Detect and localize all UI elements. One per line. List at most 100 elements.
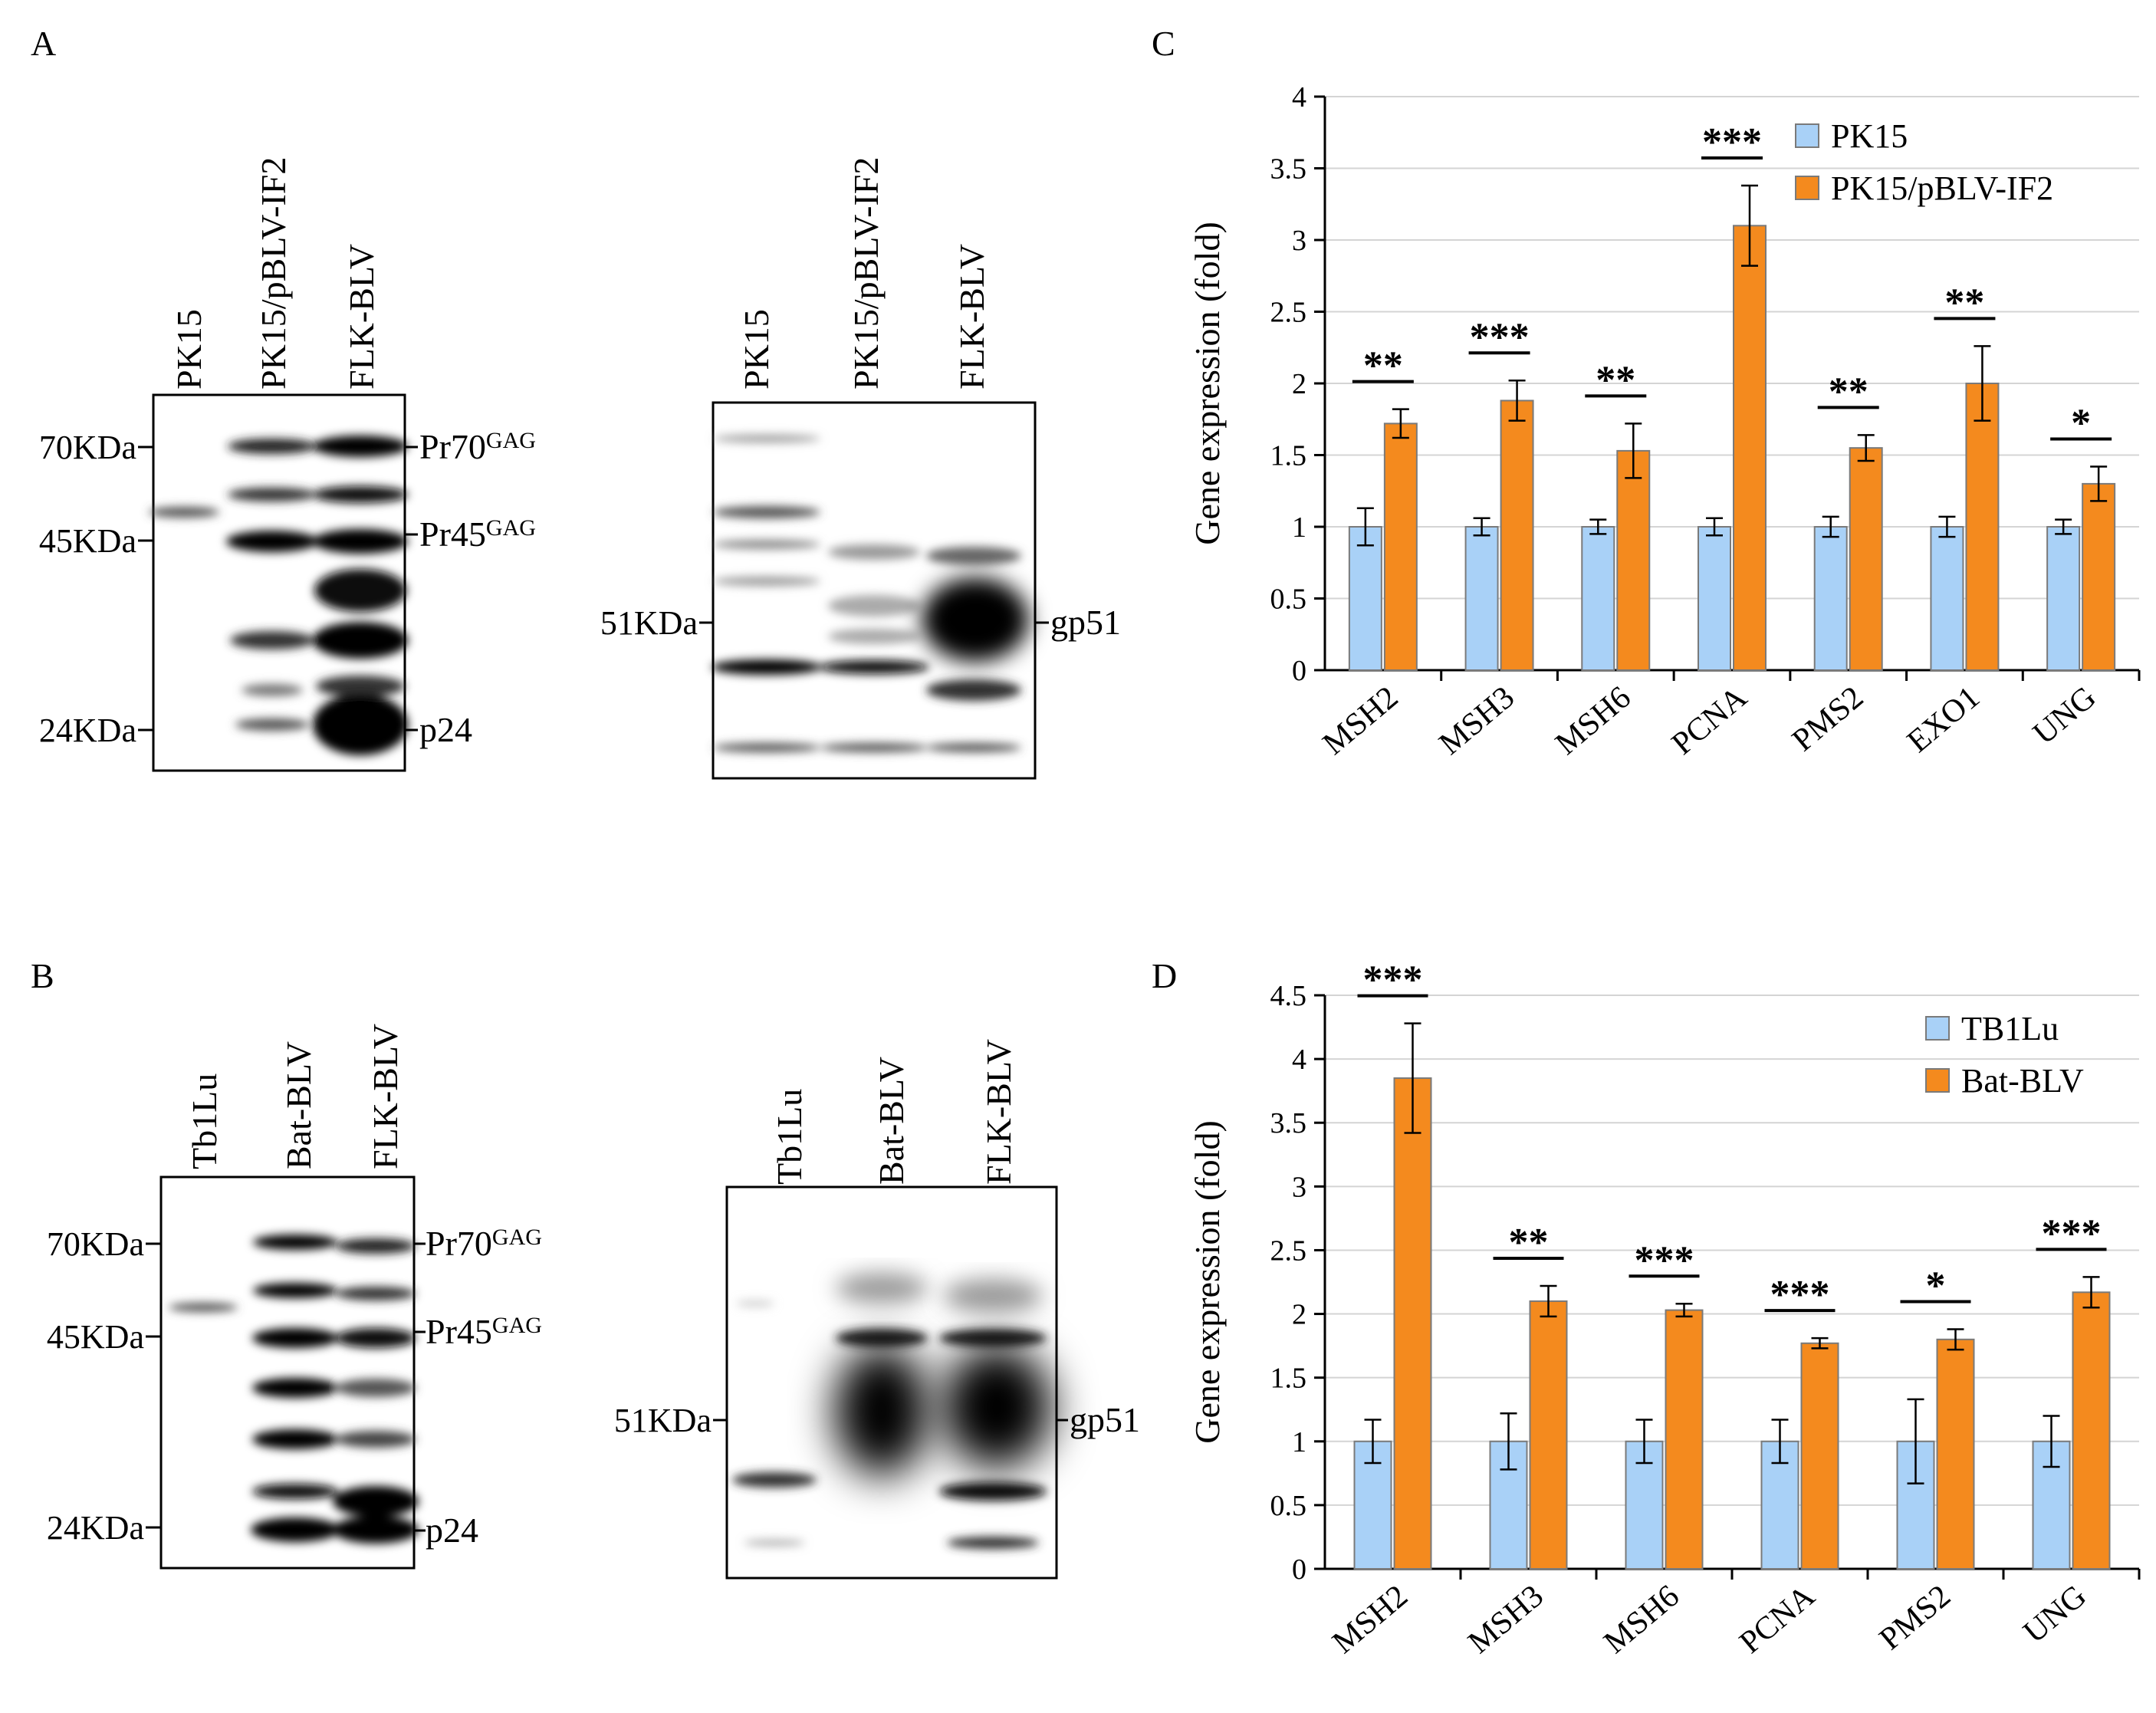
y-tick-label: 1 [1292, 511, 1306, 544]
x-tick-label: MSH3 [1433, 679, 1521, 761]
panel-a: A PK15 PK15/pBLV-IF2 FLK-BLV [31, 24, 1121, 780]
significance-marker: ** [1944, 281, 1984, 324]
significance-marker: *** [1363, 958, 1423, 1002]
y-tick-label: 2 [1292, 368, 1306, 400]
marker-51kda-a: 51KDa [600, 604, 698, 642]
panel-letter-a: A [31, 24, 56, 63]
legend-label: TB1Lu [1961, 1010, 2059, 1047]
bar-treated [2072, 1291, 2111, 1570]
lane-label-flk-blv-gp51: FLK-BLV [952, 244, 991, 390]
significance-marker: *** [1770, 1273, 1830, 1317]
bar-treated [1800, 1342, 1839, 1570]
lane-label-flk-blv: FLK-BLV [342, 244, 381, 390]
marker-51kda-b: 51KDa [614, 1402, 712, 1439]
band-label-pr45-a: Pr45GAG [419, 515, 536, 554]
lane-label-bat-blv: Bat-BLV [279, 1041, 318, 1169]
marker-24kda-b: 24KDa [47, 1509, 144, 1547]
x-tick-label: EXO1 [1901, 679, 1987, 759]
panel-letter-c: C [1152, 24, 1175, 63]
band-label-gp51-b: gp51 [1070, 1400, 1140, 1439]
bar-treated [2082, 482, 2116, 672]
marker-45kda-b: 45KDa [47, 1318, 144, 1356]
y-tick-label: 1.5 [1270, 1363, 1307, 1395]
x-tick-label: MSH3 [1462, 1578, 1550, 1660]
bar-control [1348, 526, 1382, 671]
bar-treated [1965, 383, 2000, 671]
bar-control [2046, 526, 2081, 671]
y-tick-label: 3 [1292, 225, 1306, 257]
legend-label: PK15 [1831, 117, 1908, 155]
y-tick-label: 4.5 [1270, 980, 1307, 1012]
x-tick-label: MSH6 [1549, 679, 1637, 761]
significance-marker: ** [1509, 1221, 1549, 1264]
marker-70kda-b: 70KDa [47, 1225, 144, 1263]
y-axis-label: Gene expression (fold) [1188, 222, 1227, 545]
y-tick-label: 0.5 [1270, 584, 1307, 616]
panel-d: D 0 0.5 1 1.5 2 2.5 3 3.5 4 4.5 Gene expression (f… [1152, 956, 2141, 1661]
band-label-pr45-b: Pr45GAG [426, 1312, 542, 1351]
panel-letter-d: D [1152, 956, 1177, 995]
marker-24kda-a: 24KDa [39, 712, 136, 749]
legend-swatch [1925, 1068, 1950, 1093]
band-label-pr70-b: Pr70GAG [426, 1224, 542, 1263]
y-tick-label: 3.5 [1270, 1107, 1307, 1139]
legend-swatch [1795, 176, 1819, 200]
western-blot-b-gag [146, 1175, 426, 1570]
y-tick-label: 2.5 [1270, 297, 1307, 329]
significance-marker: *** [1470, 315, 1530, 359]
legend-swatch [1925, 1016, 1950, 1041]
marker-45kda-a: 45KDa [39, 522, 136, 560]
panel-b: B Tb1Lu Bat-BLV FLK-BLV [31, 956, 1140, 1580]
y-tick-label: 0.5 [1270, 1490, 1307, 1522]
legend-swatch [1795, 123, 1819, 148]
bar-chart-c: 0 0.5 1 1.5 2 2.5 3 3.5 4 Gene expression (fold) *… [1188, 81, 2141, 762]
bar-treated [1733, 225, 1767, 671]
lane-label-bat-blv-gp51: Bat-BLV [872, 1057, 911, 1185]
lane-label-flk-blv-gp51-b: FLK-BLV [979, 1039, 1018, 1185]
significance-marker: ** [1363, 344, 1403, 388]
lane-label-pk15-pblv-gp51: PK15/pBLV-IF2 [846, 157, 886, 390]
x-tick-label: PCNA [1734, 1578, 1822, 1661]
significance-marker: * [1926, 1264, 1946, 1308]
bar-control [1930, 526, 1964, 671]
lane-label-tb1lu-gp51: Tb1Lu [770, 1089, 809, 1185]
y-tick-label: 0 [1292, 655, 1306, 687]
western-blot-a-gp51 [699, 401, 1049, 780]
panel-letter-b: B [31, 956, 54, 995]
lane-label-tb1lu: Tb1Lu [185, 1074, 224, 1169]
bar-control [1813, 526, 1848, 671]
bar-treated [1393, 1077, 1432, 1570]
y-tick-label: 3 [1292, 1171, 1306, 1203]
band-label-p24-a: p24 [419, 710, 472, 749]
bar-treated [1665, 1309, 1704, 1570]
x-tick-label: PMS2 [1786, 679, 1870, 758]
bar-treated [1849, 447, 1883, 672]
bar-treated [1616, 449, 1651, 671]
y-tick-label: 2 [1292, 1299, 1306, 1331]
band-label-p24-b: p24 [426, 1511, 478, 1550]
legend-label: PK15/pBLV-IF2 [1831, 169, 2053, 207]
bar-treated [1383, 422, 1418, 671]
lane-label-pk15: PK15 [169, 309, 209, 390]
significance-marker: ** [1829, 370, 1868, 413]
y-tick-label: 2.5 [1270, 1235, 1307, 1267]
significance-marker: *** [2042, 1212, 2102, 1255]
panel-c: C 0 0.5 1 1.5 2 2.5 3 3.5 4 Gene expression (fold… [1152, 24, 2141, 762]
bar-treated [1936, 1338, 1975, 1570]
lane-label-pk15-pblv: PK15/pBLV-IF2 [254, 157, 293, 390]
western-blot-b-gp51 [713, 1185, 1068, 1580]
y-tick-label: 0 [1292, 1554, 1306, 1586]
x-tick-label: PMS2 [1873, 1578, 1957, 1657]
y-tick-label: 4 [1292, 81, 1306, 113]
marker-70kda-a: 70KDa [39, 429, 136, 466]
x-tick-label: UNG [2017, 1578, 2093, 1650]
bar-chart-d: 0 0.5 1 1.5 2 2.5 3 3.5 4 4.5 Gene expression (fol… [1188, 958, 2141, 1661]
significance-marker: ** [1596, 358, 1635, 402]
significance-marker: * [2071, 401, 2091, 445]
lane-label-pk15-gp51: PK15 [737, 309, 776, 390]
western-blot-a-gag [138, 393, 418, 772]
bar-treated [1500, 399, 1534, 671]
bar-control [1581, 526, 1615, 671]
band-label-gp51-a: gp51 [1050, 603, 1121, 642]
